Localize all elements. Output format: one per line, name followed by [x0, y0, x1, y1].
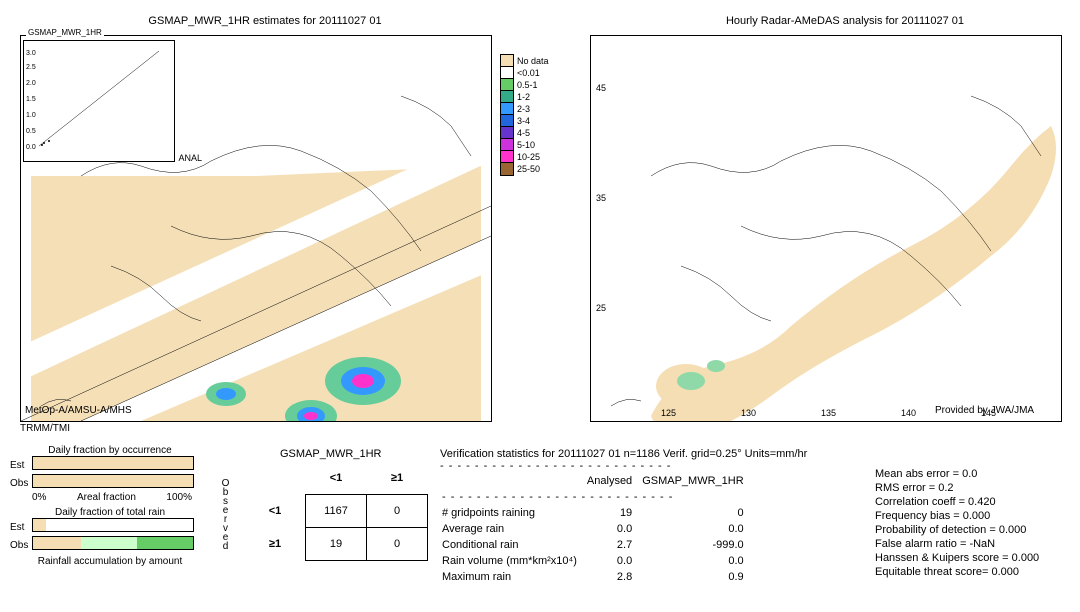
axis-0: 0%: [32, 492, 46, 503]
legend-label: 3-4: [517, 116, 530, 126]
rain-patch-2: [707, 360, 725, 372]
metric-line: Correlation coeff = 0.420: [875, 496, 1039, 508]
col-ge1: ≥1: [367, 462, 428, 495]
radar-coverage: [651, 126, 1056, 421]
right-map-footer: Provided by JWA/JMA: [935, 405, 1034, 416]
rain-blob-1: [325, 357, 401, 405]
total-rain-title: Daily fraction of total rain: [10, 507, 210, 518]
svg-text:3.0: 3.0: [26, 50, 36, 57]
verif-table: AnalysedGSMAP_MWR_1HR - - - - - - - - - …: [440, 472, 754, 586]
obs-label: Obs: [10, 478, 32, 489]
verif-row: Conditional rain2.7-999.0: [442, 538, 752, 552]
verif-header: Verification statistics for 20111027 01 …: [440, 448, 807, 460]
legend-swatch: [500, 162, 514, 176]
left-map-footer-2: TRMM/TMI: [20, 423, 70, 434]
colorbar: No data <0.01 0.5-1 1-2 2-3 3-4 4-5 5-10 10-25 25…: [500, 55, 549, 175]
occurrence-title: Daily fraction by occurrence: [10, 445, 210, 456]
legend-label: 25-50: [517, 164, 540, 174]
legend-label: No data: [517, 56, 549, 66]
left-map-title: GSMAP_MWR_1HR estimates for 20111027 01: [90, 15, 440, 27]
svg-text:135: 135: [821, 408, 836, 418]
svg-text:35: 35: [596, 193, 606, 203]
occurrence-obs-bar: [32, 474, 194, 488]
cell-00: 1167: [306, 495, 367, 528]
verif-row: Rain volume (mm*km²x10⁴)0.00.0: [442, 554, 752, 568]
svg-text:0.5: 0.5: [26, 128, 36, 135]
metrics-block: Mean abs error = 0.0 RMS error = 0.2 Corre…: [875, 468, 1039, 580]
axis-mid: Areal fraction: [77, 492, 136, 503]
legend-row: 25-50: [500, 163, 549, 175]
matrix-title: GSMAP_MWR_1HR: [280, 448, 381, 460]
row-lt1: <1: [245, 495, 306, 528]
metric-line: RMS error = 0.2: [875, 482, 1039, 494]
rain-blob-3: [206, 382, 246, 406]
legend-label: 1-2: [517, 92, 530, 102]
metric-line: Equitable threat score= 0.000: [875, 566, 1039, 578]
verif-row: Average rain0.00.0: [442, 522, 752, 536]
inset-anal-label: ANAL: [178, 153, 202, 163]
left-map-footer: MetOp-A/AMSU-A/MHS: [25, 405, 132, 416]
svg-text:140: 140: [901, 408, 916, 418]
rain-patch: [677, 372, 705, 390]
svg-text:45: 45: [596, 83, 606, 93]
legend-label: 2-3: [517, 104, 530, 114]
svg-text:130: 130: [741, 408, 756, 418]
svg-text:25: 25: [596, 303, 606, 313]
right-map-title: Hourly Radar-AMeDAS analysis for 2011102…: [670, 15, 1020, 27]
inset-title: GSMAP_MWR_1HR: [26, 28, 104, 37]
obs-label-2: Obs: [10, 540, 32, 551]
accum-title: Rainfall accumulation by amount: [10, 556, 210, 567]
verif-row: Maximum rain2.80.9: [442, 570, 752, 584]
legend-label: <0.01: [517, 68, 540, 78]
right-map-panel: 453525 125130135 140145: [590, 35, 1062, 422]
svg-text:125: 125: [661, 408, 676, 418]
cell-10: 19: [306, 528, 367, 561]
metric-line: False alarm ratio = -NaN: [875, 538, 1039, 550]
svg-text:0.0: 0.0: [26, 144, 36, 151]
legend-label: 4-5: [517, 128, 530, 138]
occurrence-est-bar: [32, 456, 194, 470]
est-label-2: Est: [10, 522, 32, 533]
svg-text:2.0: 2.0: [26, 80, 36, 87]
axis-100: 100%: [166, 492, 192, 503]
contingency-matrix: <1≥1 <111670 ≥1190: [245, 462, 428, 561]
verif-col1: Analysed: [587, 474, 640, 488]
legend-label: 0.5-1: [517, 80, 538, 90]
row-ge1: ≥1: [245, 528, 306, 561]
verification-block: Verification statistics for 20111027 01 …: [440, 448, 807, 586]
metric-line: Frequency bias = 0.000: [875, 510, 1039, 522]
totalrain-est-bar: [32, 518, 194, 532]
cell-01: 0: [367, 495, 428, 528]
svg-text:1.0: 1.0: [26, 112, 36, 119]
metric-line: Mean abs error = 0.0: [875, 468, 1039, 480]
cell-11: 0: [367, 528, 428, 561]
est-label: Est: [10, 460, 32, 471]
totalrain-obs-bar: [32, 536, 194, 550]
verif-row: # gridpoints raining190: [442, 506, 752, 520]
metric-line: Hanssen & Kuipers score = 0.000: [875, 552, 1039, 564]
legend-label: 5-10: [517, 140, 535, 150]
legend-label: 10-25: [517, 152, 540, 162]
svg-text:2.5: 2.5: [26, 64, 36, 71]
metric-line: Probability of detection = 0.000: [875, 524, 1039, 536]
observed-label: Observed: [220, 478, 231, 550]
right-lat-ticks: 45 35 25: [596, 83, 606, 313]
col-lt1: <1: [306, 462, 367, 495]
verif-col2: GSMAP_MWR_1HR: [642, 474, 751, 488]
right-map-svg: 453525 125130135 140145: [591, 36, 1061, 421]
fraction-bars: Daily fraction by occurrence Est Obs 0% …: [10, 445, 210, 567]
dash-1: - - - - - - - - - - - - - - - - - - - - …: [440, 460, 807, 472]
left-map-inset: GSMAP_MWR_1HR 0.00.51.0 1.52.02.53.0 ANA…: [23, 40, 175, 162]
svg-text:1.5: 1.5: [26, 96, 36, 103]
